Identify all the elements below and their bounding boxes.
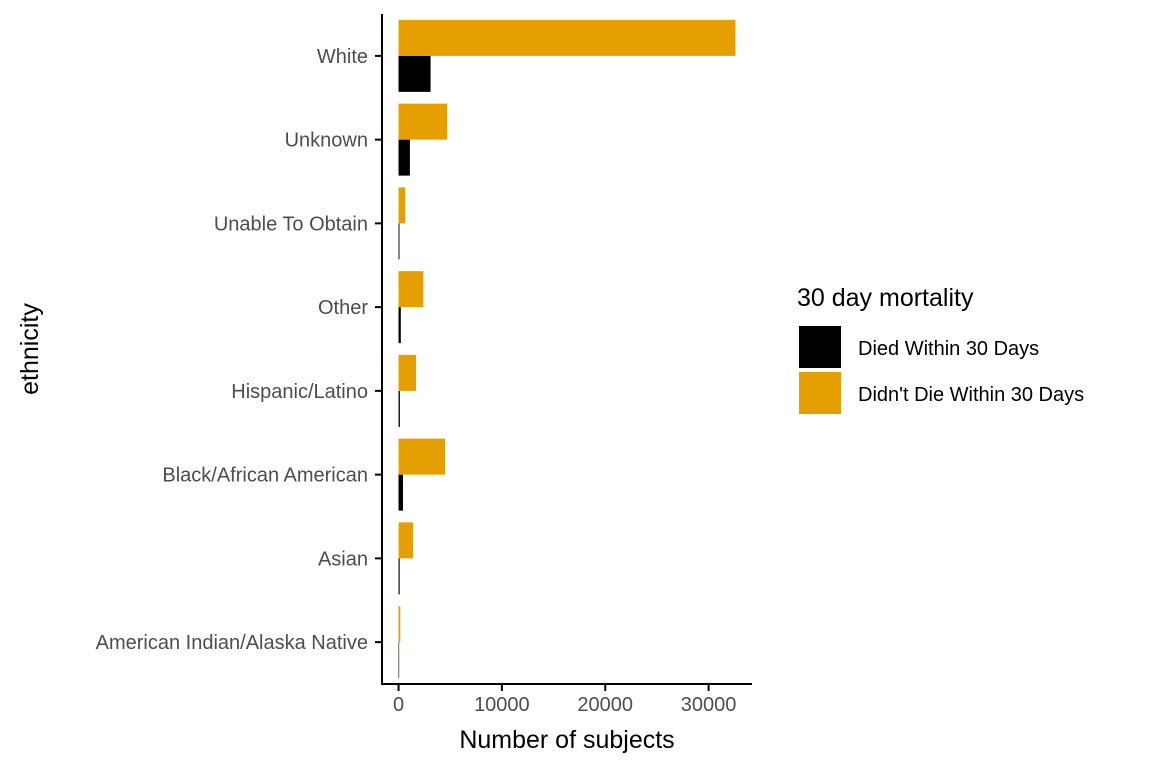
bar-didn-t-die-within-30-days-american-indian-alaska-native [398,606,401,643]
y-tick-label: White [317,46,368,68]
x-ticks-group: 0 10000 20000 30000 [393,684,736,716]
bar-didn-t-die-within-30-days-asian [398,522,414,559]
y-ticks-group: American Indian/Alaska Native Asian Black/… [96,46,382,654]
y-tick-label: American Indian/Alaska Native [96,632,368,654]
y-tick-label: Unable To Obtain [214,213,368,235]
y-axis-title: ethnicity [16,303,44,395]
y-tick-label: Unknown [285,130,368,152]
bar-didn-t-die-within-30-days-unable-to-obtain [398,187,406,224]
x-tick-label: 30000 [681,694,737,716]
legend-label-died-within-30-days: Died Within 30 Days [858,338,1039,360]
legend-label-didn-t-die-within-30-days: Didn't Die Within 30 Days [858,384,1084,406]
bar-died-within-30-days-american-indian-alaska-native [398,642,400,679]
bar-died-within-30-days-other [398,307,401,344]
y-tick-label: Black/African American [162,465,368,487]
bar-didn-t-die-within-30-days-hispanic-latino [398,354,417,391]
bar-died-within-30-days-hispanic-latino [398,390,400,427]
legend: 30 day mortality Died Within 30 Days Didn… [797,284,1084,414]
legend-key-died-within-30-days [799,326,841,368]
y-tick-label: Other [318,297,368,319]
bar-died-within-30-days-unknown [398,139,410,176]
bar-didn-t-die-within-30-days-white [398,19,736,56]
y-tick-label: Asian [318,548,368,570]
x-axis-title: Number of subjects [459,726,674,754]
bar-died-within-30-days-unable-to-obtain [398,223,400,260]
x-tick-label: 10000 [474,694,530,716]
y-tick-label: Hispanic/Latino [231,381,368,403]
bar-died-within-30-days-asian [398,558,400,595]
bar-didn-t-die-within-30-days-other [398,271,424,308]
legend-items: Died Within 30 Days Didn't Die Within 30 … [799,326,1084,414]
bars-group [398,19,736,679]
bar-died-within-30-days-black-african-american [398,474,403,511]
bar-died-within-30-days-white [398,55,431,92]
bar-didn-t-die-within-30-days-black-african-american [398,438,446,475]
x-tick-label: 0 [393,694,404,716]
legend-title: 30 day mortality [797,284,974,312]
bar-didn-t-die-within-30-days-unknown [398,103,448,140]
x-tick-label: 20000 [577,694,633,716]
legend-key-didn-t-die-within-30-days [799,372,841,414]
axes-group [381,14,752,685]
